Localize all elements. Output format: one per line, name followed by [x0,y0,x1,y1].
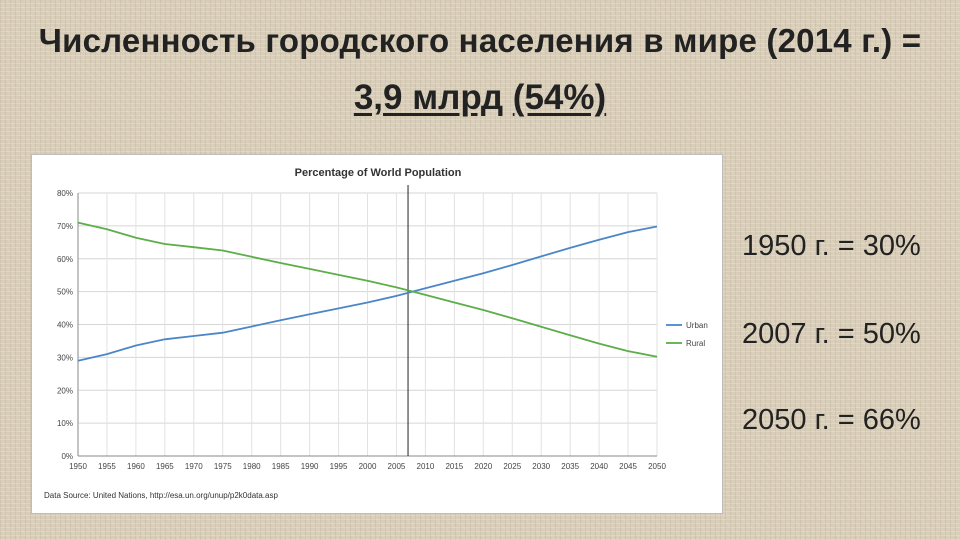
y-tick-label: 0% [61,452,73,461]
y-tick-label: 30% [57,353,73,362]
line-chart: Percentage of World Population 0% 10% 20% 30… [44,167,708,500]
fact-2050: 2050 г. = 66% [742,404,921,436]
x-tick-label: 2005 [388,462,406,471]
x-tick-label: 2030 [532,462,550,471]
x-tick-label: 2020 [474,462,492,471]
x-tick-label: 2010 [417,462,435,471]
x-tick-label: 1995 [330,462,348,471]
x-tick-label: 1965 [156,462,174,471]
x-tick-label: 2050 [648,462,666,471]
x-tick-label: 2035 [561,462,579,471]
x-tick-label: 2045 [619,462,637,471]
chart-title: Percentage of World Population [295,167,462,179]
y-tick-label: 70% [57,222,73,231]
x-tick-label: 1970 [185,462,203,471]
chart-source: Data Source: United Nations, http://esa.… [44,491,278,500]
slide-subtitle: 3,9 млрд (54%) [0,78,960,118]
x-tick-label: 1985 [272,462,290,471]
y-tick-label: 80% [57,189,73,198]
legend-label-urban: Urban [686,321,708,330]
x-tick-label: 1955 [98,462,116,471]
x-tick-label: 1980 [243,462,261,471]
chart-panel: Percentage of World Population 0% 10% 20% 30… [31,154,723,514]
x-tick-label: 1990 [301,462,319,471]
x-tick-label: 2015 [445,462,463,471]
fact-1950: 1950 г. = 30% [742,230,921,262]
y-tick-label: 20% [57,386,73,395]
series-line-rural [77,221,658,358]
x-tick-label: 1960 [127,462,145,471]
slide-title: Численность городского населения в мире … [38,22,922,59]
x-tick-label: 2040 [590,462,608,471]
urban-population-percent: (54%) [512,78,607,117]
x-tick-label: 2000 [359,462,377,471]
legend-label-rural: Rural [686,339,705,348]
fact-2007: 2007 г. = 50% [742,318,921,350]
x-tick-label: 1975 [214,462,232,471]
urban-population-value: 3,9 млрд [353,78,504,117]
x-tick-label: 1950 [69,462,87,471]
y-tick-label: 50% [57,288,73,297]
y-tick-label: 60% [57,255,73,264]
y-tick-label: 10% [57,419,73,428]
y-tick-label: 40% [57,321,73,330]
x-tick-label: 2025 [503,462,521,471]
series-line-urban [77,225,658,362]
